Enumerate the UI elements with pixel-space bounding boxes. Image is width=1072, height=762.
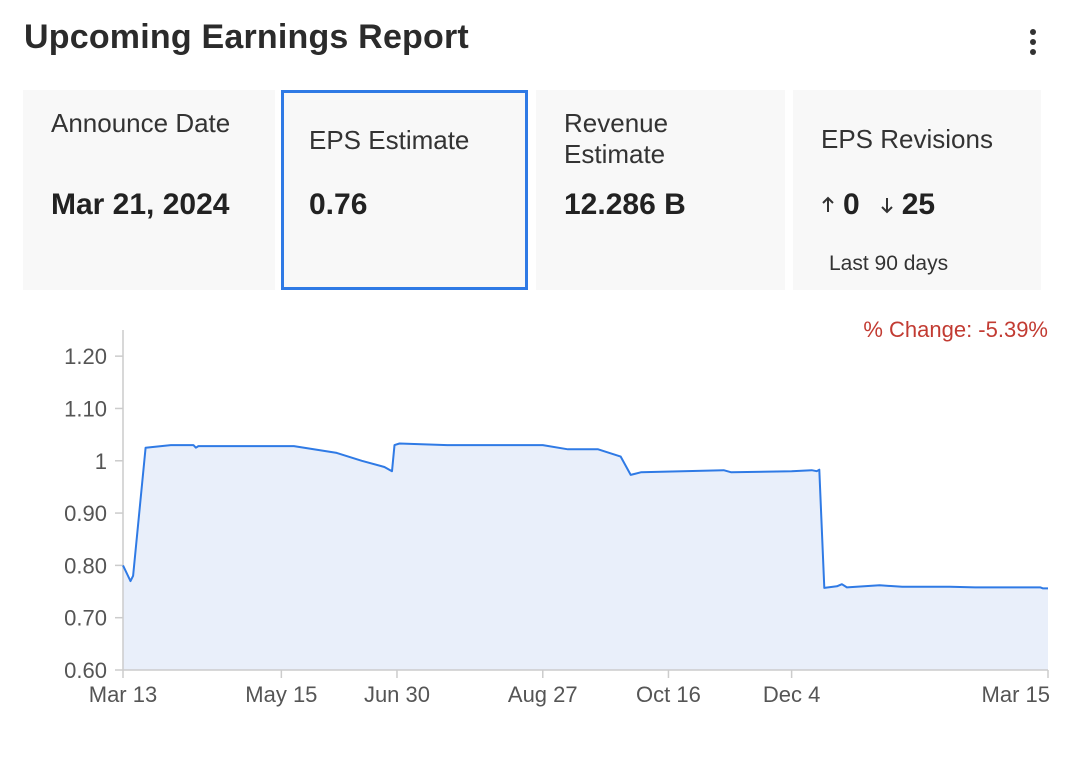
y-tick-label: 0.90 <box>64 501 107 526</box>
y-tick-label: 0.70 <box>64 606 107 631</box>
vertical-ellipsis-icon[interactable] <box>1017 26 1049 58</box>
y-tick-label: 1.20 <box>64 344 107 369</box>
page-title: Upcoming Earnings Report <box>24 18 469 56</box>
x-tick-label: Aug 27 <box>508 682 578 707</box>
eps-revisions-label: EPS Revisions <box>821 124 993 154</box>
announce-date-value: Mar 21, 2024 <box>51 188 230 221</box>
y-tick-label: 0.80 <box>64 553 107 578</box>
y-tick-label: 0.60 <box>64 658 107 683</box>
revenue-estimate-value: 12.286 B <box>564 188 686 221</box>
series-line <box>122 442 1048 590</box>
eps-revisions-values: 0 25 <box>821 188 935 222</box>
x-tick-label: Jun 30 <box>364 682 430 707</box>
y-tick-label: 1.10 <box>64 396 107 421</box>
x-tick-label: Mar 15 <box>982 682 1050 707</box>
y-tick-label: 1 <box>95 449 107 474</box>
revenue-estimate-label: Revenue Estimate <box>564 108 669 169</box>
revenue-estimate-card[interactable]: Revenue Estimate 12.286 B <box>536 90 785 290</box>
percent-change-annotation: % Change: -5.39% <box>863 317 1048 342</box>
x-tick-label: May 15 <box>245 682 317 707</box>
x-tick-label: Oct 16 <box>636 682 701 707</box>
revisions-down-count: 25 <box>901 188 936 221</box>
eps-revisions-card[interactable]: EPS Revisions 0 25 Last 90 days <box>793 90 1041 290</box>
eps-estimate-label: EPS Estimate <box>309 125 470 155</box>
arrow-down-icon <box>880 188 894 222</box>
revisions-up-count: 0 <box>843 188 860 221</box>
x-tick-label: Mar 13 <box>89 682 157 707</box>
announce-date-label: Announce Date <box>51 108 231 138</box>
revisions-period-note: Last 90 days <box>829 252 949 275</box>
x-tick-label: Dec 4 <box>763 682 820 707</box>
announce-date-card[interactable]: Announce Date Mar 21, 2024 <box>23 90 275 290</box>
eps-estimate-card[interactable]: EPS Estimate 0.76 <box>281 90 528 290</box>
series-area-fill <box>123 443 1048 670</box>
eps-estimate-value: 0.76 <box>309 188 368 221</box>
arrow-up-icon <box>821 188 835 222</box>
